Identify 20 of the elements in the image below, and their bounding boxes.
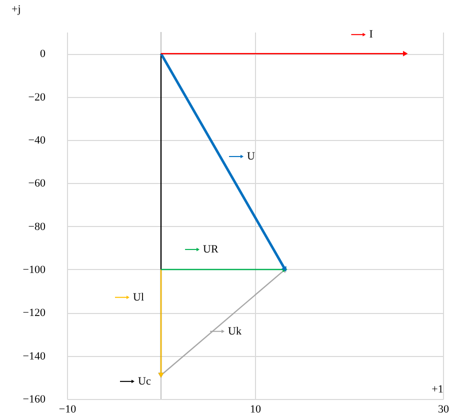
legend-label: Ul — [133, 291, 144, 304]
x-tick-label: 30 — [438, 404, 450, 416]
y-axis-title: +j — [12, 4, 21, 16]
legend-label: Uc — [138, 375, 151, 388]
x-tick-label: 10 — [250, 404, 262, 416]
y-tick-label: −40 — [28, 134, 46, 146]
legend-label: U — [247, 150, 256, 163]
legend-label: I — [369, 28, 374, 41]
y-tick-label: 0 — [40, 48, 46, 60]
y-tick-label: −60 — [28, 178, 46, 190]
x-axis-title: +1 — [432, 384, 444, 396]
y-tick-label: −160 — [22, 394, 46, 406]
y-tick-label: −20 — [28, 91, 46, 104]
y-tick-label: −80 — [28, 220, 46, 233]
y-tick-label: −100 — [22, 264, 46, 276]
legend-label: UR — [203, 243, 219, 256]
y-tick-label: −140 — [22, 350, 46, 362]
y-tick-label: −120 — [22, 307, 46, 320]
x-tick-label: −10 — [58, 404, 77, 416]
legend-label: Uk — [228, 325, 242, 338]
